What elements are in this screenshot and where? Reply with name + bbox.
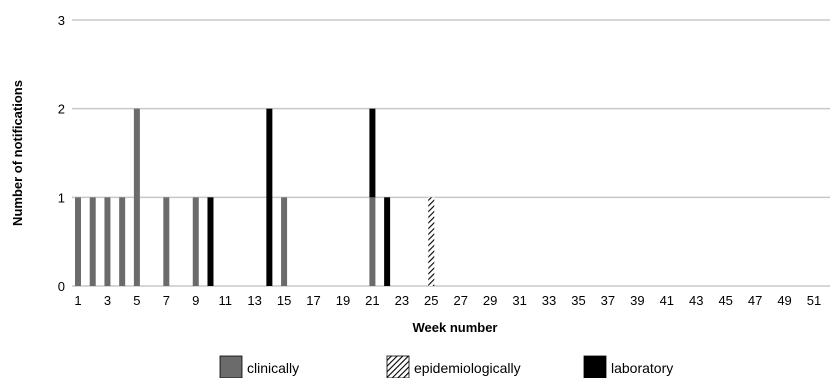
legend-swatch-laboratory bbox=[583, 355, 607, 378]
x-tick-label: 35 bbox=[571, 293, 585, 308]
legend-swatch-epidemiologically bbox=[386, 355, 410, 378]
x-tick-label: 51 bbox=[807, 293, 821, 308]
legend-label-clinically: clinically bbox=[247, 360, 299, 376]
bar-clinically-week-1 bbox=[75, 197, 81, 286]
bar-clinically-week-21 bbox=[369, 197, 376, 286]
gridlines bbox=[72, 19, 830, 287]
legend: clinically epidemiologically laboratory bbox=[219, 355, 673, 378]
bars bbox=[75, 108, 435, 287]
x-tick-labels: 1 3 5 7 9 11 13 15 17 19 21 23 25 27 29 31 33 35 37 39 41 43 4… bbox=[74, 293, 821, 308]
x-tick-label: 29 bbox=[483, 293, 497, 308]
y-tick-labels: 0 1 2 3 bbox=[58, 13, 65, 294]
x-tick-label: 43 bbox=[689, 293, 703, 308]
x-tick-label: 9 bbox=[192, 293, 199, 308]
x-tick-label: 23 bbox=[395, 293, 409, 308]
bar-clinically-week-2 bbox=[89, 197, 96, 286]
y-tick-label: 3 bbox=[58, 13, 65, 28]
x-tick-label: 33 bbox=[542, 293, 556, 308]
x-tick-label: 1 bbox=[74, 293, 81, 308]
x-tick-label: 49 bbox=[777, 293, 791, 308]
bar-laboratory-week-10 bbox=[207, 197, 214, 286]
bar-clinically-week-9 bbox=[192, 197, 199, 286]
bar-epidemiologically-week-25 bbox=[428, 197, 435, 286]
legend-label-epidemiologically: epidemiologically bbox=[414, 360, 521, 376]
x-tick-label: 3 bbox=[104, 293, 111, 308]
bar-clinically-week-3 bbox=[104, 197, 111, 286]
x-tick-label: 25 bbox=[424, 293, 438, 308]
bar-laboratory-week-22 bbox=[384, 197, 391, 286]
x-tick-label: 11 bbox=[218, 293, 232, 308]
bar-laboratory-week-21 bbox=[369, 108, 376, 198]
bar-clinically-week-15 bbox=[281, 197, 288, 286]
x-tick-label: 17 bbox=[306, 293, 320, 308]
y-tick-label: 0 bbox=[58, 279, 65, 294]
x-tick-label: 31 bbox=[512, 293, 526, 308]
x-tick-label: 45 bbox=[718, 293, 732, 308]
x-tick-label: 27 bbox=[453, 293, 467, 308]
x-tick-label: 13 bbox=[247, 293, 261, 308]
x-tick-label: 7 bbox=[163, 293, 170, 308]
x-tick-label: 39 bbox=[630, 293, 644, 308]
x-tick-label: 19 bbox=[336, 293, 350, 308]
x-tick-label: 5 bbox=[133, 293, 140, 308]
legend-label-laboratory: laboratory bbox=[611, 360, 673, 376]
x-tick-label: 15 bbox=[277, 293, 291, 308]
x-tick-label: 47 bbox=[748, 293, 762, 308]
x-axis-title: Week number bbox=[412, 320, 497, 335]
bar-clinically-week-7 bbox=[163, 197, 170, 286]
legend-swatch-clinically bbox=[219, 355, 243, 378]
bar-clinically-week-4 bbox=[119, 197, 126, 286]
x-tick-label: 37 bbox=[601, 293, 615, 308]
x-tick-label: 21 bbox=[365, 293, 379, 308]
x-tick-label: 41 bbox=[660, 293, 674, 308]
y-tick-label: 1 bbox=[58, 190, 65, 205]
y-tick-label: 2 bbox=[58, 102, 65, 117]
bar-laboratory-week-14 bbox=[266, 108, 273, 287]
bar-clinically-week-5 bbox=[133, 108, 140, 287]
y-axis-title: Number of notifications bbox=[10, 80, 25, 226]
